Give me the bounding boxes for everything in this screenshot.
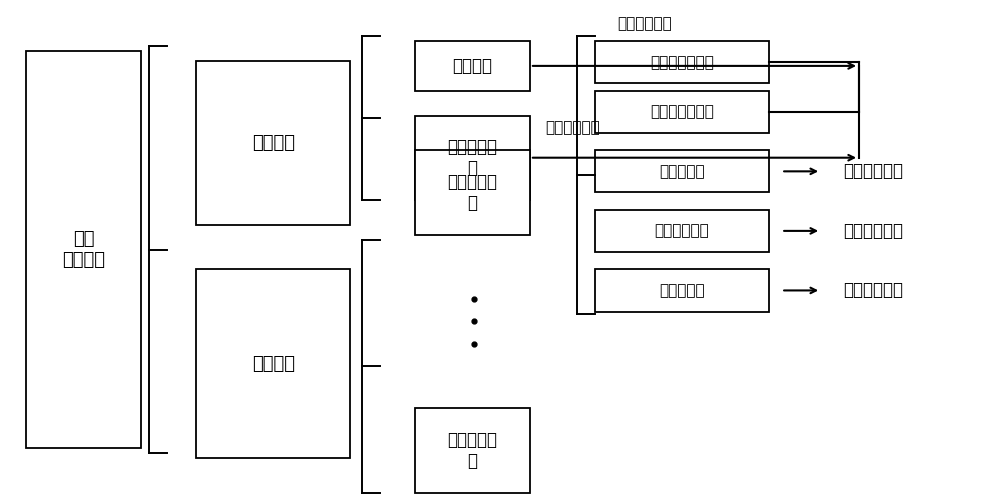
Bar — [595, 269, 769, 311]
Text: 数据空间: 数据空间 — [252, 134, 295, 152]
Bar — [196, 61, 350, 225]
Bar — [415, 150, 530, 235]
Text: 空间分配映射: 空间分配映射 — [545, 120, 600, 135]
Text: 设备交互空
间: 设备交互空 间 — [448, 138, 498, 177]
Bar — [595, 210, 769, 252]
Bar — [415, 116, 530, 200]
Text: 数据空间配置区: 数据空间配置区 — [650, 55, 714, 70]
Text: 预留功能实现: 预留功能实现 — [843, 281, 903, 299]
Bar — [595, 150, 769, 193]
Text: 长帧数据传输: 长帧数据传输 — [843, 222, 903, 240]
Text: 总线
地址空间: 总线 地址空间 — [62, 230, 105, 269]
Text: 即插信息识别: 即插信息识别 — [843, 162, 903, 180]
Bar — [415, 408, 530, 493]
Text: 设备信息区: 设备信息区 — [659, 164, 705, 179]
Text: 配置地址空
间: 配置地址空 间 — [448, 173, 498, 212]
Text: 包数据端口区: 包数据端口区 — [655, 224, 709, 239]
Text: 广播空间: 广播空间 — [453, 57, 493, 75]
Bar — [415, 41, 530, 91]
Text: 广播地址配置区: 广播地址配置区 — [650, 104, 714, 119]
Text: 配置空间: 配置空间 — [252, 355, 295, 373]
Bar — [595, 41, 769, 83]
Bar — [26, 51, 141, 448]
Bar — [595, 91, 769, 133]
Bar — [196, 269, 350, 458]
Text: 空间分配映射: 空间分配映射 — [618, 16, 672, 31]
Text: 配置地址空
间: 配置地址空 间 — [448, 431, 498, 470]
Text: 扩展功能区: 扩展功能区 — [659, 283, 705, 298]
